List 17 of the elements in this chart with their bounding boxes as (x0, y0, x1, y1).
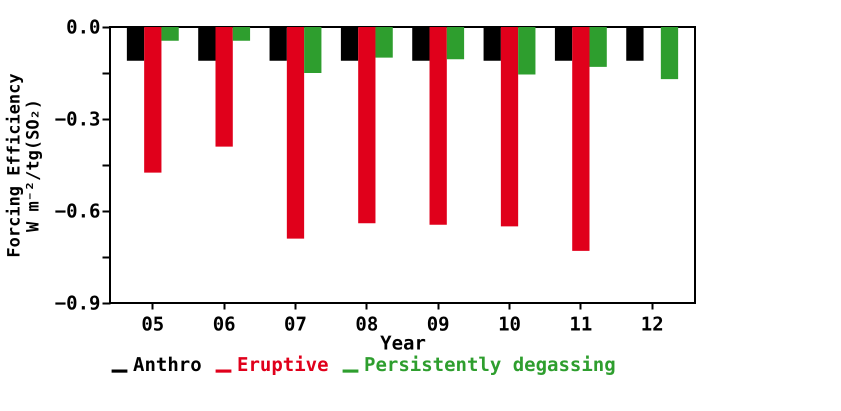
x-tick-label: 08 (355, 314, 378, 336)
y-tick-label: −0.6 (54, 200, 100, 222)
legend-label: Persistently degassing (364, 354, 616, 376)
x-tick-label: 12 (640, 314, 664, 336)
y-tick-label: −0.9 (54, 292, 100, 314)
x-tick-label: 11 (569, 314, 592, 336)
y-axis-title: Forcing Efficiency W m⁻²/tg(SO₂) (4, 73, 44, 258)
x-tick-label: 09 (426, 314, 450, 336)
y-tick-label: 0.0 (66, 16, 100, 38)
legend-label: Anthro (133, 354, 202, 376)
x-tick-label: 07 (284, 314, 307, 336)
legend-label: Eruptive (237, 354, 329, 376)
x-tick-label: 05 (141, 314, 164, 336)
x-tick-label: 06 (212, 314, 236, 336)
y-tick-label: −0.3 (54, 108, 100, 130)
x-axis-title: Year (380, 332, 426, 354)
x-tick-label: 10 (498, 314, 521, 336)
